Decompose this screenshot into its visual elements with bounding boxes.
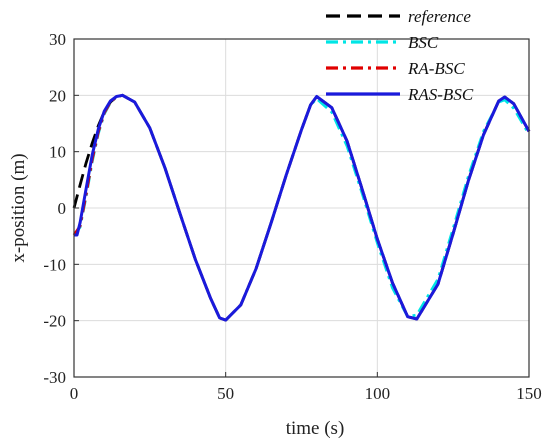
- x-tick-label: 50: [217, 384, 234, 403]
- x-tick-label: 0: [70, 384, 79, 403]
- plot-area: [72, 93, 531, 322]
- y-tick-label: 20: [49, 86, 66, 105]
- y-tick-label: 30: [49, 30, 66, 49]
- x-tick-label: 150: [516, 384, 542, 403]
- x-tick-label: 100: [365, 384, 391, 403]
- legend-label-ra-bsc: RA-BSC: [407, 59, 465, 78]
- legend-label-ras-bsc: RAS-BSC: [407, 85, 474, 104]
- y-axis-label: x-position (m): [8, 153, 29, 262]
- y-tick-label: -20: [43, 312, 66, 331]
- legend: reference BSC RA-BSC RAS-BSC: [326, 7, 474, 104]
- y-tick-label: -10: [43, 255, 66, 274]
- y-tick-label: -30: [43, 368, 66, 387]
- x-axis-label: time (s): [286, 418, 345, 439]
- axes: 0 50 100 150 -30 -20 -10 0 10 20 30: [43, 30, 541, 403]
- series-line-ras-bsc: [74, 93, 531, 322]
- legend-label-reference: reference: [408, 7, 471, 26]
- y-tick-label: 0: [58, 199, 67, 218]
- y-tick-label: 10: [49, 143, 66, 162]
- legend-label-bsc: BSC: [408, 33, 439, 52]
